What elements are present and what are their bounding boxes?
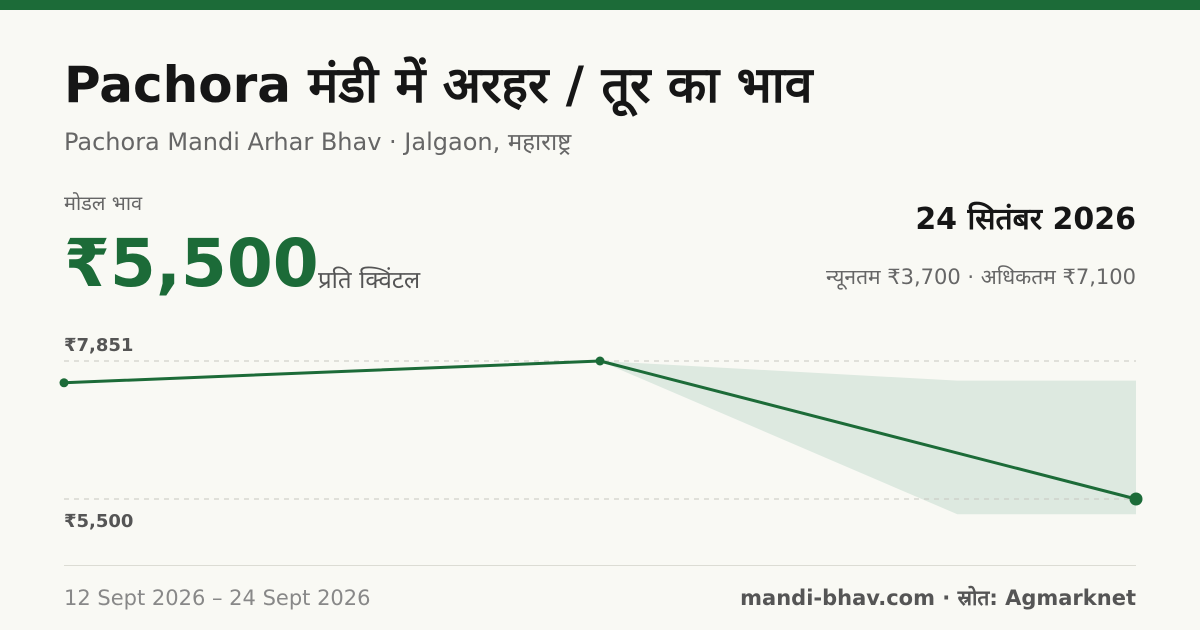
date-range: 12 Sept 2026 – 24 Sept 2026: [64, 586, 371, 610]
min-max-band: [600, 361, 1136, 515]
price-unit: प्रति क्विंटल: [318, 266, 421, 294]
data-point: [59, 378, 69, 388]
data-point-latest: [1129, 492, 1143, 506]
y-tick-label-low: ₹5,500: [64, 511, 133, 532]
modal-price-value: ₹5,500: [64, 225, 319, 302]
top-accent-bar: [0, 0, 1200, 10]
price-date: 24 सितंबर 2026: [915, 202, 1136, 237]
source-credit: mandi-bhav.com · स्रोत: Agmarknet: [740, 586, 1136, 610]
min-max-range: न्यूनतम ₹3,700 · अधिकतम ₹7,100: [826, 265, 1136, 289]
page-subtitle: Pachora Mandi Arhar Bhav · Jalgaon, महार…: [64, 128, 572, 156]
modal-price-label: मोडल भाव: [64, 191, 143, 215]
page-title: Pachora मंडी में अरहर / तूर का भाव: [64, 56, 813, 114]
footer-divider: [64, 565, 1136, 566]
data-point: [595, 356, 605, 366]
price-trend-chart: ₹7,851 ₹5,500: [59, 335, 1143, 532]
y-tick-label-high: ₹7,851: [64, 335, 133, 356]
